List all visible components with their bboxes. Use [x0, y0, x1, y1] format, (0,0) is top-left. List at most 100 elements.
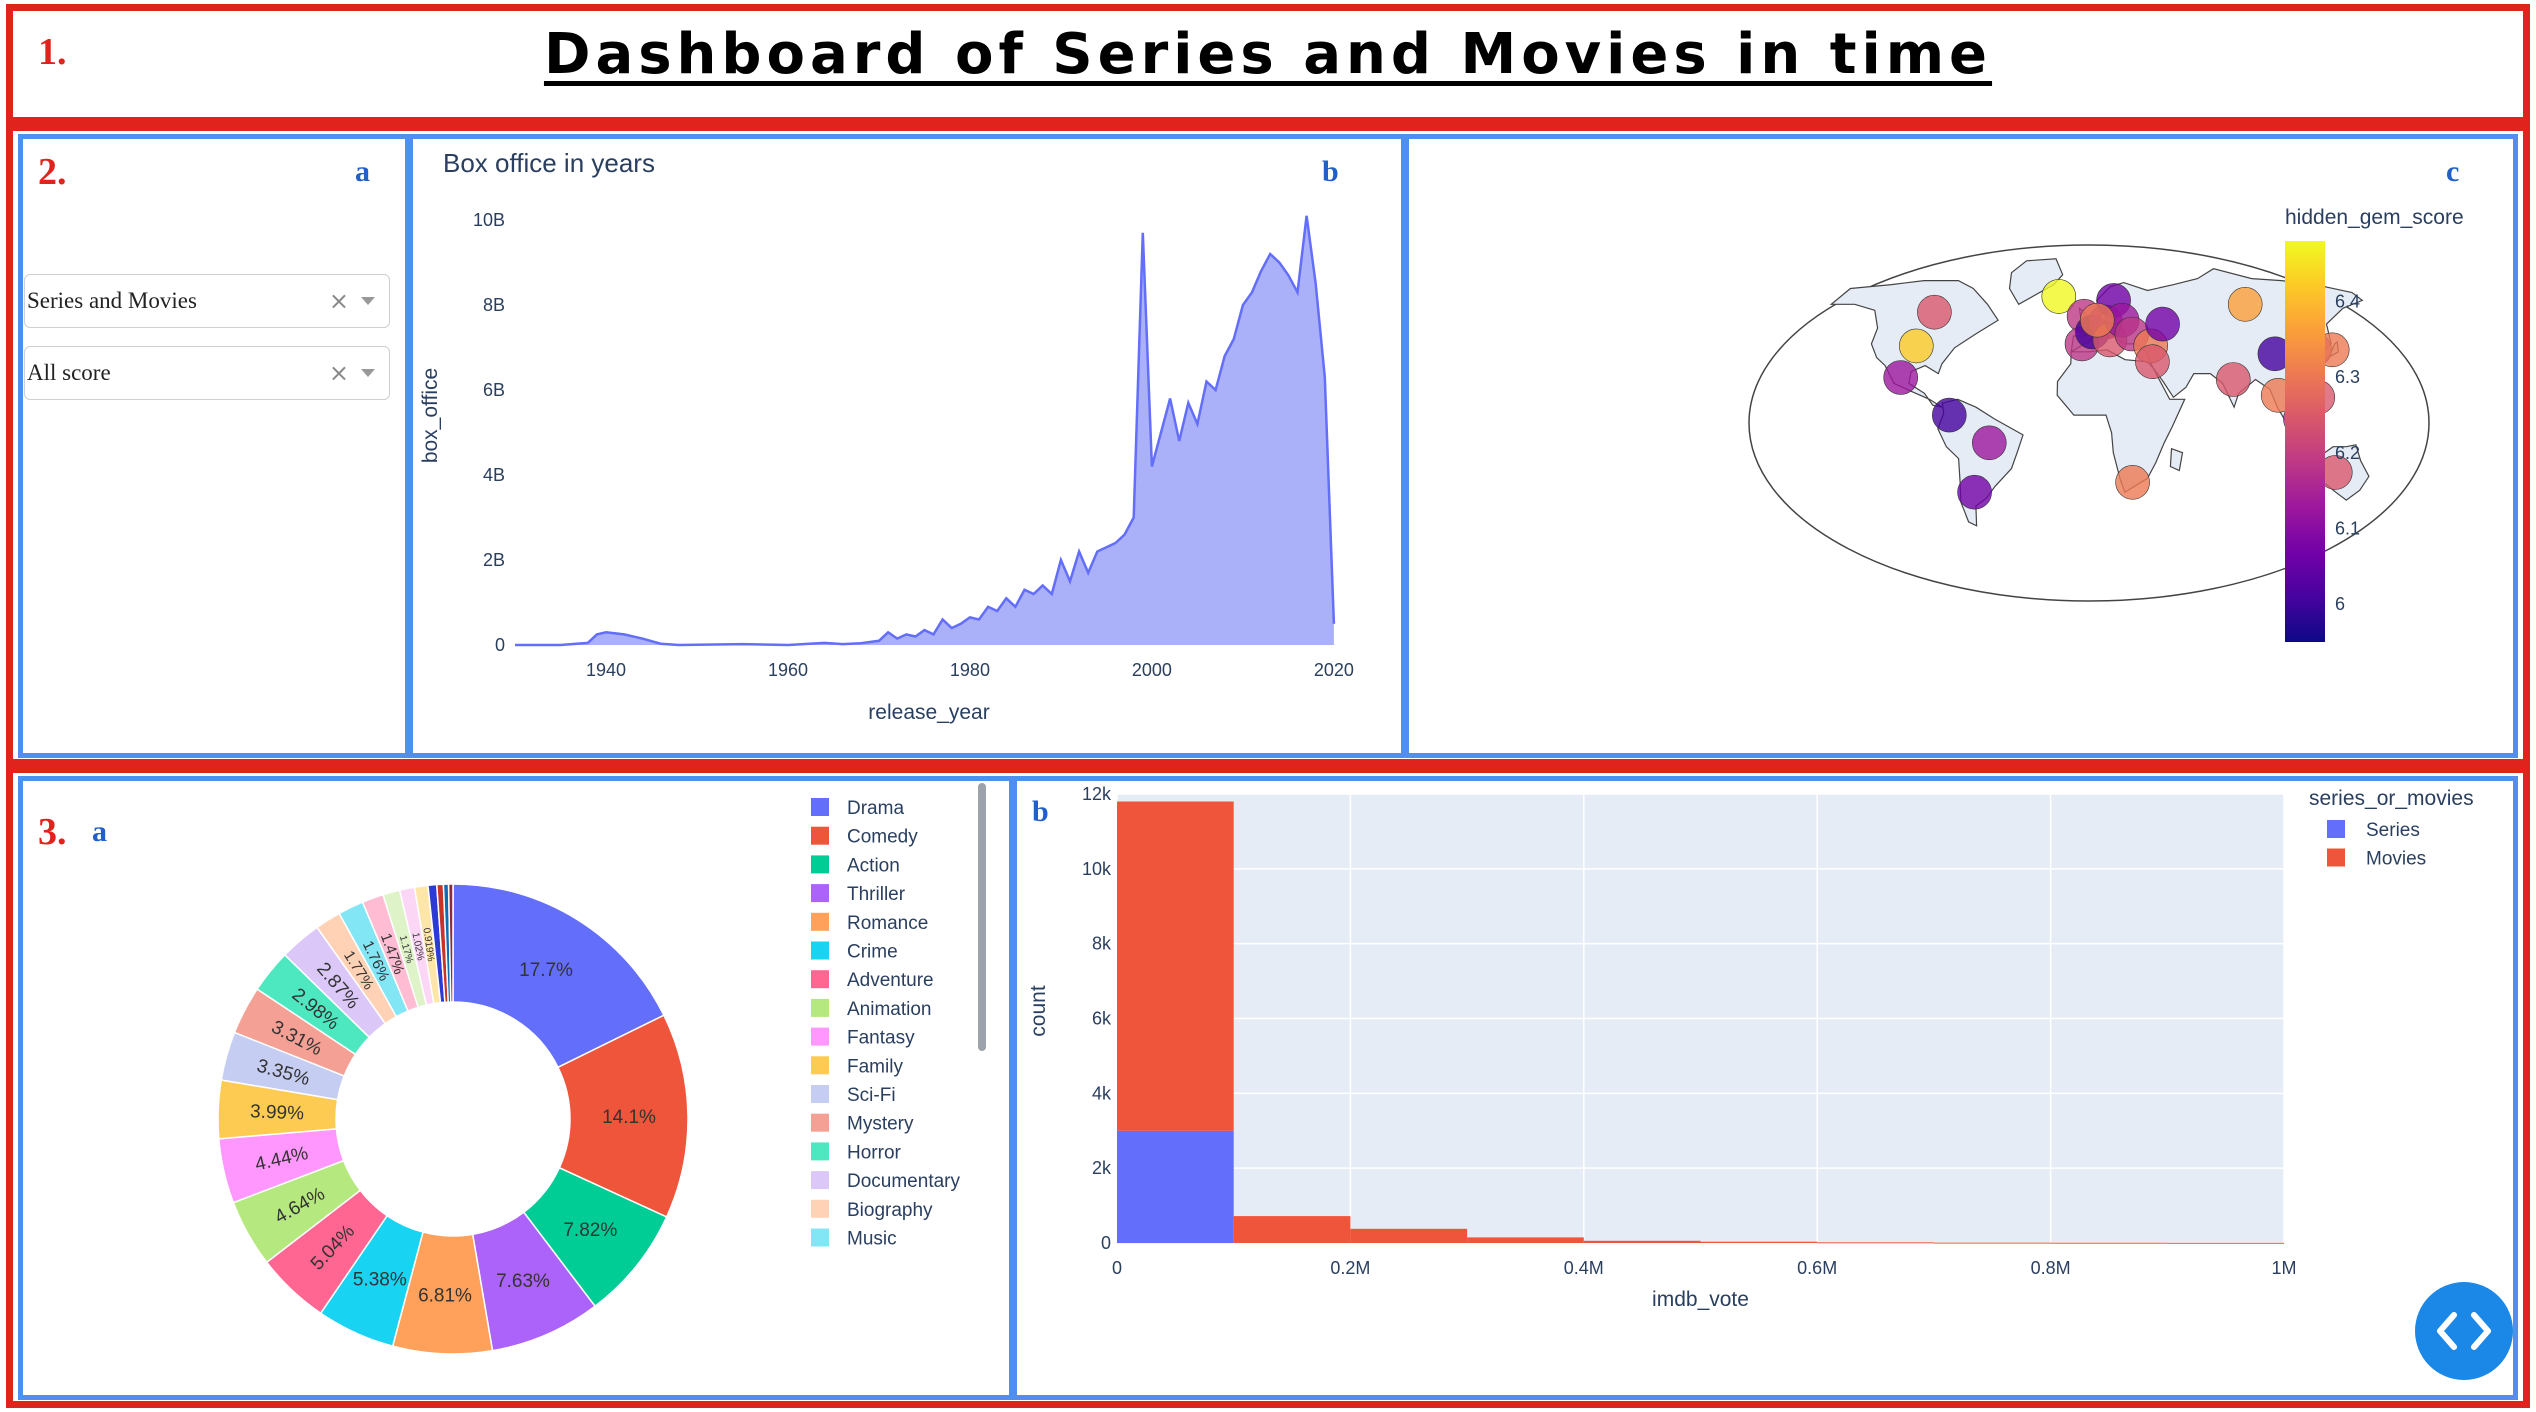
- y-tick-label: 2k: [1092, 1158, 1112, 1178]
- legend-title: series_or_movies: [2309, 787, 2474, 810]
- y-tick-label: 10B: [473, 210, 505, 230]
- colorbar-tick-label: 6.2: [2335, 443, 2360, 463]
- legend-label: Family: [847, 1056, 903, 1077]
- code-toggle-button[interactable]: [2415, 1282, 2513, 1380]
- panel-letter-2c: c: [2446, 155, 2460, 188]
- imdb-vote-histogram[interactable]: 0 2k 4k 6k 8k 10k 12k 0 0.2M 0.4M 0.6M 0.8M 1M imdb_v…: [1017, 781, 2513, 1395]
- legend-label: Documentary: [847, 1171, 960, 1192]
- y-tick-label: 6k: [1092, 1009, 1112, 1029]
- histogram-bar: [2050, 1242, 2168, 1244]
- y-tick-label: 6B: [483, 380, 505, 400]
- map-bubble: [1883, 360, 1919, 395]
- slice-label: 0.919%: [420, 927, 436, 962]
- chevron-down-icon[interactable]: [361, 297, 375, 305]
- histogram-bar: [1117, 1130, 1234, 1244]
- chart-title: Box office in years: [443, 148, 655, 178]
- y-tick-label: 0: [495, 635, 505, 655]
- donut-slice: [556, 1014, 689, 1218]
- colorbar-tick-label: 6.4: [2335, 292, 2360, 312]
- y-tick-label: 4k: [1092, 1083, 1112, 1103]
- panel-3b: [1012, 776, 2518, 1400]
- x-tick-label: 1940: [586, 660, 626, 680]
- panel-letter-3a: a: [92, 815, 107, 848]
- legend-label: Music: [847, 1229, 897, 1250]
- donut-slice: [452, 883, 665, 1069]
- slice-label: 7.63%: [496, 1271, 550, 1292]
- legend-swatch: [811, 798, 829, 816]
- legend-label: Romance: [847, 913, 928, 934]
- map-bubble: [2145, 306, 2180, 342]
- x-axis-title: imdb_vote: [1652, 1288, 1749, 1311]
- row-2-section: [6, 124, 2530, 766]
- legend-label: Adventure: [847, 970, 934, 991]
- legend-label: Drama: [847, 798, 904, 819]
- legend-label: Mystery: [847, 1114, 914, 1135]
- box-office-chart[interactable]: Box office in years 0 2B 4B 6B 8B 10B 1940 1960 1…: [413, 139, 1401, 753]
- content-type-dropdown[interactable]: Series and Movies ×: [24, 274, 390, 328]
- histogram-bar: [2167, 1242, 2284, 1244]
- area-fill: [515, 215, 1334, 646]
- map-bubble: [2227, 287, 2263, 322]
- map-bubble: [2115, 464, 2150, 500]
- legend-swatch: [811, 912, 829, 931]
- legend-label: Sci-Fi: [847, 1085, 896, 1106]
- panel-letter-2a: a: [355, 155, 370, 188]
- y-tick-label: 4B: [483, 465, 505, 485]
- legend-swatch: [811, 998, 829, 1017]
- panel-2c: [1404, 134, 2518, 758]
- legend-label: Comedy: [847, 827, 918, 848]
- histogram-bar: [1583, 1240, 1701, 1243]
- legend-swatch: [811, 1228, 829, 1247]
- histogram-bar: [1233, 1216, 1351, 1243]
- section-number-3: 3.: [38, 811, 67, 853]
- area-line: [515, 215, 1336, 647]
- x-tick-label: 2020: [1314, 660, 1354, 680]
- colorbar: [2285, 241, 2325, 642]
- x-tick-label: 0: [1112, 1258, 1122, 1278]
- y-axis-title: count: [1027, 985, 1050, 1037]
- genre-donut-chart[interactable]: 17.7%14.1%7.82%7.63%6.81%5.38%5.04%4.64%…: [23, 781, 1009, 1395]
- header-section: [6, 4, 2530, 124]
- slice-label: 1.02%: [409, 932, 425, 962]
- x-axis-title: release_year: [868, 701, 989, 724]
- histogram-bar: [1817, 1242, 1934, 1244]
- legend-scrollbar[interactable]: [978, 783, 986, 1051]
- colorbar-tick-label: 6.1: [2335, 519, 2360, 539]
- y-tick-label: 12k: [1082, 784, 1112, 804]
- x-tick-label: 1960: [768, 660, 808, 680]
- map-bubble: [2215, 362, 2251, 397]
- world-map-chart[interactable]: hidden_gem_score 6 6.1 6.2 6.3 6.4: [1409, 139, 2513, 753]
- y-tick-label: 8k: [1092, 934, 1112, 954]
- colorbar-title: hidden_gem_score: [2285, 206, 2464, 229]
- panel-2b: [408, 134, 1406, 758]
- clear-icon[interactable]: ×: [328, 287, 349, 315]
- legend-swatch: [811, 884, 829, 903]
- colorbar-tick-label: 6: [2335, 594, 2345, 614]
- clear-icon[interactable]: ×: [328, 359, 349, 387]
- legend-label: Animation: [847, 999, 932, 1020]
- y-tick-label: 10k: [1082, 859, 1112, 879]
- colorbar-tick-label: 6.3: [2335, 367, 2360, 387]
- slice-label: 14.1%: [602, 1107, 656, 1128]
- chevron-down-icon[interactable]: [361, 369, 375, 377]
- histogram-bar: [1350, 1228, 1468, 1243]
- histogram-bar: [1467, 1237, 1584, 1243]
- map-bubble: [1917, 294, 1952, 330]
- panel-letter-3b: b: [1032, 795, 1049, 828]
- x-tick-label: 1980: [950, 660, 990, 680]
- legend-swatch: [811, 1027, 829, 1046]
- y-tick-label: 2B: [483, 550, 505, 570]
- map-bubble: [1931, 397, 1967, 433]
- map-bubble: [1971, 425, 2007, 461]
- legend-label: Horror: [847, 1142, 902, 1163]
- page-title: Dashboard of Series and Movies in time: [543, 22, 1993, 87]
- score-dropdown-value: All score: [27, 360, 111, 385]
- donut-slice: [447, 883, 454, 1003]
- score-dropdown[interactable]: All score ×: [24, 346, 390, 400]
- section-number-2: 2.: [38, 151, 67, 193]
- legend-swatch: [811, 970, 829, 989]
- content-type-dropdown-value: Series and Movies: [27, 288, 197, 313]
- legend-swatch: [811, 826, 829, 845]
- x-tick-label: 1M: [2271, 1258, 2296, 1278]
- slice-label: 3.99%: [250, 1101, 305, 1124]
